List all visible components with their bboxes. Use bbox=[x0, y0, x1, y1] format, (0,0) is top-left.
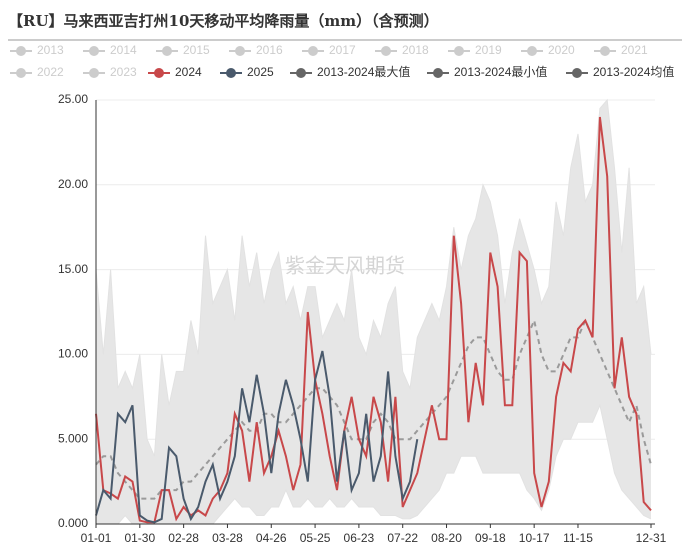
x-tick-label: 01-30 bbox=[124, 531, 155, 545]
legend-swatch-dot bbox=[433, 68, 443, 78]
legend-swatch-dot bbox=[162, 46, 172, 56]
x-tick-label: 03-28 bbox=[212, 531, 243, 545]
x-tick-label: 11-15 bbox=[563, 531, 593, 545]
legend-swatch-dot bbox=[572, 68, 582, 78]
chart-title: 【RU】马来西亚吉打州10天移动平均降雨量（mm）（含预测） bbox=[8, 12, 439, 30]
legend-label: 2017 bbox=[329, 43, 356, 57]
range-band bbox=[96, 100, 651, 524]
legend-item: 2013-2024均值 bbox=[566, 64, 674, 79]
x-tick-label: 05-25 bbox=[300, 531, 331, 545]
legend-label: 2013-2024最小值 bbox=[454, 64, 547, 79]
legend-item: 2014 bbox=[83, 43, 137, 57]
y-tick-label: 0.000 bbox=[58, 516, 88, 530]
y-tick-label: 15.00 bbox=[58, 262, 88, 276]
legend-swatch-dot bbox=[527, 46, 537, 56]
legend-swatch-dot bbox=[89, 68, 99, 78]
legend-item: 2013-2024最大值 bbox=[290, 64, 410, 79]
legend-label: 2014 bbox=[110, 43, 137, 57]
legend-item: 2017 bbox=[302, 43, 356, 57]
legend-label: 2013-2024最大值 bbox=[317, 64, 410, 79]
x-tick-label: 02-28 bbox=[168, 531, 199, 545]
y-tick-label: 5.000 bbox=[58, 431, 88, 445]
legend-label: 2018 bbox=[402, 43, 429, 57]
series-2025-line bbox=[95, 350, 419, 524]
mean-line bbox=[95, 317, 652, 500]
legend-item: 2024 bbox=[148, 65, 202, 79]
legend-label: 2024 bbox=[175, 65, 202, 79]
legend-label: 2022 bbox=[37, 65, 64, 79]
legend-item: 2019 bbox=[448, 43, 502, 57]
x-tick-label: 10-17 bbox=[519, 531, 550, 545]
legend-label: 2020 bbox=[548, 43, 575, 57]
x-tick-label: 09-18 bbox=[475, 531, 506, 545]
y-tick-label: 25.00 bbox=[58, 92, 88, 106]
max-line bbox=[95, 98, 652, 457]
x-tick-label: 12-31 bbox=[636, 531, 667, 545]
x-tick-label: 04-26 bbox=[256, 531, 287, 545]
legend-label: 2013-2024均值 bbox=[593, 64, 674, 79]
legend-item: 2016 bbox=[229, 43, 283, 57]
x-tick-label: 08-20 bbox=[431, 531, 462, 545]
legend-swatch-dot bbox=[16, 46, 26, 56]
legend-label: 2019 bbox=[475, 43, 502, 57]
legend-label: 2025 bbox=[247, 65, 274, 79]
legend-item: 2023 bbox=[83, 65, 137, 79]
legend-swatch-dot bbox=[16, 68, 26, 78]
legend-item: 2025 bbox=[220, 65, 274, 79]
legend-item: 2015 bbox=[156, 43, 210, 57]
legend-label: 2015 bbox=[183, 43, 210, 57]
x-tick-label: 06-23 bbox=[344, 531, 375, 545]
legend-swatch-dot bbox=[89, 46, 99, 56]
x-tick-label: 01-01 bbox=[81, 531, 112, 545]
legend-label: 2016 bbox=[256, 43, 283, 57]
legend-swatch-dot bbox=[154, 68, 164, 78]
watermark: 紫金天风期货 bbox=[285, 254, 405, 277]
legend-swatch-dot bbox=[381, 46, 391, 56]
legend-label: 2013 bbox=[37, 43, 64, 57]
legend-item: 2022 bbox=[10, 65, 64, 79]
legend-label: 2023 bbox=[110, 65, 137, 79]
legend-swatch-dot bbox=[235, 46, 245, 56]
legend-swatch-dot bbox=[600, 46, 610, 56]
x-tick-label: 07-22 bbox=[387, 531, 418, 545]
legend-item: 2013-2024最小值 bbox=[427, 64, 547, 79]
legend-item: 2013 bbox=[10, 43, 64, 57]
legend-swatch-dot bbox=[308, 46, 318, 56]
y-tick-label: 10.00 bbox=[58, 347, 88, 361]
legend-label: 2021 bbox=[621, 43, 648, 57]
legend-swatch-dot bbox=[296, 68, 306, 78]
legend-swatch-dot bbox=[454, 46, 464, 56]
legend-item: 2021 bbox=[594, 43, 648, 57]
legend-swatch-dot bbox=[226, 68, 236, 78]
y-tick-label: 20.00 bbox=[58, 177, 88, 191]
legend-item: 2018 bbox=[375, 43, 429, 57]
legend-item: 2020 bbox=[521, 43, 575, 57]
